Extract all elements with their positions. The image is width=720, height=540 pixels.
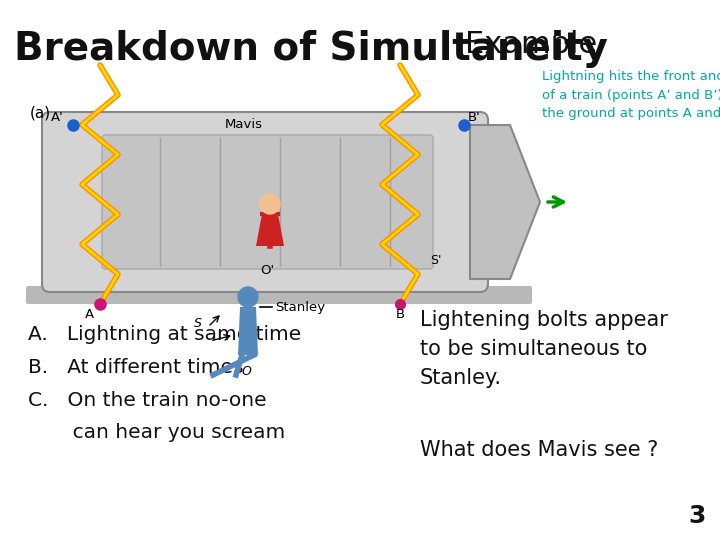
Text: A.   Lightning at same time: A. Lightning at same time: [28, 325, 301, 344]
Text: O: O: [242, 365, 252, 378]
Text: B': B': [468, 111, 481, 124]
Text: What does Mavis see ?: What does Mavis see ?: [420, 440, 658, 460]
Text: B: B: [396, 308, 405, 321]
FancyBboxPatch shape: [26, 286, 532, 304]
Text: Breakdown of Simultaneity: Breakdown of Simultaneity: [14, 30, 608, 68]
FancyBboxPatch shape: [102, 135, 433, 269]
Text: C.   On the train no-one: C. On the train no-one: [28, 391, 266, 410]
Polygon shape: [470, 125, 540, 279]
Text: (a): (a): [30, 106, 51, 121]
Text: Mavis: Mavis: [225, 118, 263, 131]
Text: can hear you scream: can hear you scream: [28, 423, 285, 442]
Text: A': A': [51, 111, 64, 124]
Text: Stanley: Stanley: [275, 301, 325, 314]
Circle shape: [238, 287, 258, 307]
Text: S': S': [430, 254, 441, 267]
Polygon shape: [256, 214, 284, 246]
Text: S: S: [194, 317, 202, 330]
Circle shape: [260, 194, 280, 214]
Text: B.   At different times: B. At different times: [28, 358, 243, 377]
FancyBboxPatch shape: [42, 112, 488, 292]
Text: Example: Example: [465, 30, 598, 59]
Text: A: A: [85, 308, 94, 321]
Text: O': O': [260, 264, 274, 277]
Text: Lightening bolts appear
to be simultaneous to
Stanley.: Lightening bolts appear to be simultaneo…: [420, 310, 668, 388]
Text: Lightning hits the front and back
of a train (points A’ and B’) and hits
the gro: Lightning hits the front and back of a t…: [542, 70, 720, 120]
Polygon shape: [238, 307, 258, 355]
Text: 3: 3: [688, 504, 706, 528]
